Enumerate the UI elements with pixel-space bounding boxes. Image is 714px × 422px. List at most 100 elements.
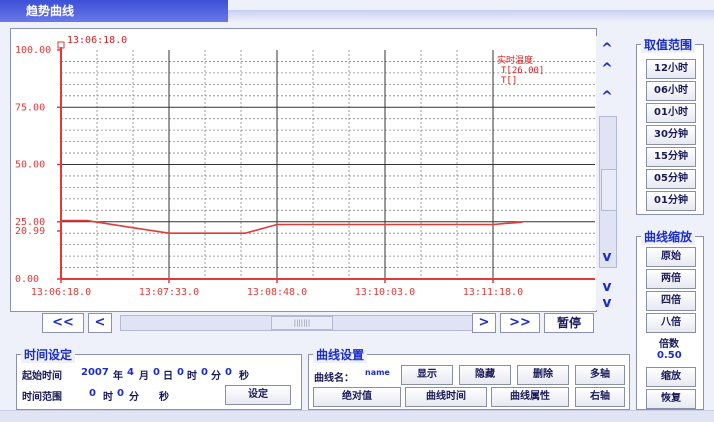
chart-start-time: 13:06:18.0	[67, 35, 128, 46]
temperature-data-point	[60, 219, 62, 222]
temperature-data-point	[168, 232, 170, 234]
curve-delete-button[interactable]: 删除	[517, 365, 569, 385]
time-set-button[interactable]: 设定	[225, 385, 291, 405]
range-05m-button[interactable]: 05分钟	[646, 169, 696, 189]
y-tick-label: 20.99	[15, 226, 45, 237]
scroll-down-step-icon[interactable]: v	[602, 249, 612, 265]
zoom-panel: 曲线缩放 原始 两倍 四倍 八倍 倍数 0.50 缩放 恢复	[636, 228, 704, 410]
curve-name-value[interactable]: name	[365, 368, 390, 377]
zoom-multiplier-label: 倍数	[659, 339, 679, 350]
trend-chart: 100.00 75.00 50.00 25.00 20.99 0.00 13:06:18.0…	[10, 28, 597, 312]
x-tick-label: 13:11:18.0	[463, 287, 523, 298]
start-month-value[interactable]: 4	[127, 367, 134, 378]
range-01h-button[interactable]: 01小时	[646, 103, 696, 123]
curve-absolute-button[interactable]: 绝对值	[313, 387, 401, 407]
range-hour-unit: 时	[103, 392, 113, 403]
curve-name-label: 曲线名：	[314, 373, 354, 384]
vertical-scroll-thumb[interactable]	[601, 169, 617, 211]
temperature-data-point	[492, 223, 494, 226]
range-12h-button[interactable]: 12小时	[646, 59, 696, 79]
start-year-value[interactable]: 2007	[81, 367, 109, 378]
start-second-value[interactable]: 0	[225, 367, 232, 378]
temperature-data-point	[384, 223, 386, 226]
start-hour-unit: 时	[187, 371, 197, 382]
page-right-icon[interactable]: >>	[500, 313, 540, 333]
range-minute-unit: 分	[129, 392, 139, 403]
scroll-up-step-icon[interactable]: ^	[601, 89, 613, 105]
zoom-panel-title: 曲线缩放	[641, 228, 696, 245]
pause-button[interactable]: 暂停	[544, 313, 594, 333]
zoom-2x-button[interactable]: 两倍	[646, 269, 696, 289]
curve-multi-axis-button[interactable]: 多轴	[575, 365, 625, 385]
curve-properties-button[interactable]: 曲线属性	[491, 387, 569, 407]
zoom-original-button[interactable]: 原始	[646, 247, 696, 267]
curve-hide-button[interactable]: 隐藏	[459, 365, 511, 385]
legend-value: T[26.00]	[501, 66, 545, 76]
step-left-icon[interactable]: <	[88, 313, 112, 333]
start-hour-value[interactable]: 0	[177, 367, 184, 378]
y-tick-label: 50.00	[15, 160, 45, 171]
temperature-data-point	[521, 221, 523, 224]
horizontal-scrollbar[interactable]: << < ||||||| > >> 暂停	[42, 313, 594, 333]
temperature-series-line	[61, 219, 522, 234]
start-minute-value[interactable]: 0	[201, 367, 208, 378]
y-tick-label: 25.00	[15, 217, 45, 228]
x-tick-label: 13:07:33.0	[139, 287, 199, 298]
start-day-unit: 日	[163, 371, 173, 382]
legend-secondary: T[]	[501, 76, 518, 86]
title-strip	[228, 10, 714, 22]
scroll-up-icon[interactable]: ^	[601, 61, 613, 77]
start-second-unit: 秒	[239, 371, 249, 382]
range-hour-value[interactable]: 0	[89, 388, 96, 399]
range-panel: 取值范围 12小时 06小时 01小时 30分钟 15分钟 05分钟 01分钟	[636, 36, 704, 215]
range-panel-title: 取值范围	[641, 36, 696, 53]
curve-right-axis-button[interactable]: 右轴	[575, 387, 625, 407]
zoom-apply-button[interactable]: 缩放	[646, 367, 696, 387]
zoom-8x-button[interactable]: 八倍	[646, 313, 696, 333]
curve-time-button[interactable]: 曲线时间	[405, 387, 487, 407]
time-settings-panel: 时间设定 起始时间 2007 年 4 月 0 日 0 时 0 分 0 秒 时间范…	[16, 346, 302, 410]
range-30m-button[interactable]: 30分钟	[646, 125, 696, 145]
window-title: 趋势曲线	[0, 0, 228, 22]
x-tick-label: 13:08:48.0	[247, 287, 307, 298]
zoom-4x-button[interactable]: 四倍	[646, 291, 696, 311]
x-tick-label: 13:10:03.0	[355, 287, 415, 298]
horizontal-scroll-track[interactable]: |||||||	[120, 315, 490, 331]
step-right-icon[interactable]: >	[472, 313, 496, 333]
legend-title: 实时温度	[497, 56, 534, 66]
temperature-data-point	[276, 223, 278, 226]
start-time-label: 起始时间	[22, 371, 62, 382]
scroll-down-fast-icon[interactable]: v	[602, 295, 612, 311]
scroll-down-icon[interactable]: v	[602, 279, 612, 295]
temperature-data-point	[244, 232, 247, 234]
curve-panel-title: 曲线设置	[313, 346, 368, 363]
curve-settings-panel: 曲线设置 曲线名： name 显示 隐藏 删除 多轴 绝对值 曲线时间 曲线属性…	[308, 346, 630, 410]
temperature-data-point	[86, 219, 88, 222]
vertical-scroll-track[interactable]	[599, 116, 617, 268]
y-tick-label: 75.00	[15, 102, 45, 113]
x-tick-label: 13:06:18.0	[31, 287, 91, 298]
range-01m-button[interactable]: 01分钟	[646, 191, 696, 211]
y-tick-label: 0.00	[15, 274, 39, 285]
curve-show-button[interactable]: 显示	[401, 365, 453, 385]
range-second-unit: 秒	[159, 392, 169, 403]
zoom-reset-button[interactable]: 恢复	[646, 389, 696, 409]
start-year-unit: 年	[113, 371, 123, 382]
vertical-scrollbar[interactable]: ^ ^ ^ v v v	[596, 36, 618, 311]
scroll-up-fast-icon[interactable]: ^	[601, 41, 613, 57]
range-06h-button[interactable]: 06小时	[646, 81, 696, 101]
time-panel-title: 时间设定	[21, 346, 76, 363]
start-minute-unit: 分	[211, 371, 221, 382]
zoom-multiplier-value[interactable]: 0.50	[657, 350, 682, 361]
time-range-label: 时间范围	[22, 392, 62, 403]
horizontal-scroll-thumb[interactable]: |||||||	[271, 316, 333, 330]
start-day-value[interactable]: 0	[153, 367, 160, 378]
range-minute-value[interactable]: 0	[117, 388, 124, 399]
start-month-unit: 月	[139, 371, 149, 382]
range-15m-button[interactable]: 15分钟	[646, 147, 696, 167]
status-strip	[0, 410, 714, 422]
start-marker-icon	[57, 41, 65, 49]
y-tick-label: 100.00	[15, 45, 51, 56]
page-left-icon[interactable]: <<	[42, 313, 84, 333]
